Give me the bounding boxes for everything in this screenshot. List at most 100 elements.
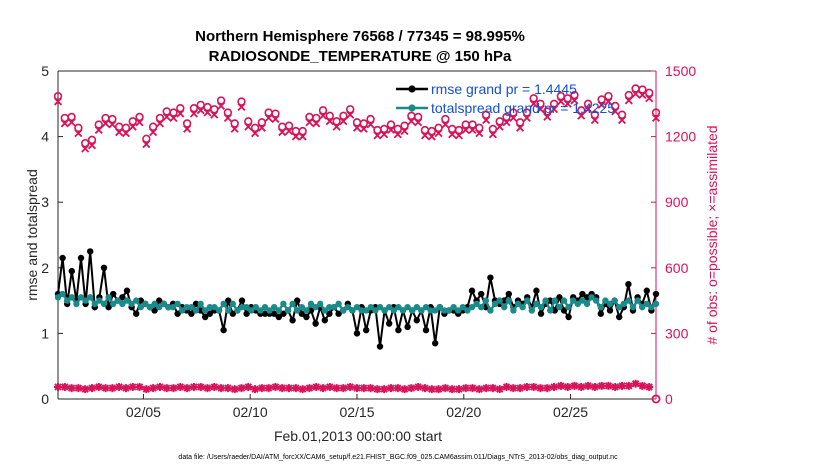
obs-assimilated-point [407,384,416,393]
spread-point [629,303,637,311]
obs-assimilated-point [251,385,260,394]
rmse-point [59,254,66,262]
spread-point [275,307,282,314]
obs-possible-circle [176,103,185,113]
spread-point [390,307,397,314]
obs-assimilated-point [87,384,96,393]
obs-possible-circle [386,120,396,129]
rmse-point [312,320,319,327]
chart-title-line-2: RADIOSONDE_TEMPERATURE @ 150 hPa [209,48,512,65]
rmse-point [100,264,108,271]
rmse-point [335,310,342,317]
obs-assimilated-point [509,384,518,393]
obs-possible-cross [94,125,103,135]
rmse-point [151,307,158,314]
rmse-point [119,294,126,301]
spread-point [363,307,370,314]
rmse-point [551,307,558,314]
obs-assimilated-point [128,382,137,391]
obs-possible-circle [441,114,450,124]
obs-assimilated-point [414,382,423,391]
spread-point [261,303,269,311]
obs-assimilated-point [380,385,389,394]
obs-possible-cross [244,122,253,131]
obs-assimilated-point [162,384,171,393]
obs-possible-circle [413,112,423,122]
rmse-point [583,294,591,301]
obs-possible-cross [516,123,525,132]
obs-possible-cross [332,122,341,131]
obs-possible-circle [502,112,511,122]
obs-possible-cross [631,89,640,98]
obs-possible-circle [570,90,579,100]
rmse-point [110,290,117,298]
obs-possible-cross [128,122,137,131]
spread-point [317,300,324,308]
obs-assimilated-point [475,385,484,394]
spread-point [91,300,99,308]
obs-possible-cross [230,124,239,133]
obs-possible-circle [87,135,97,145]
spread-point [330,303,338,311]
y-tick-label-left: 5 [41,63,49,79]
obs-assimilated-point [67,384,76,393]
spread-point [519,303,526,311]
obs-assimilated-point [516,384,525,393]
y-tick-label-left: 4 [41,129,49,145]
spread-point [625,297,632,304]
obs-assimilated-point [142,385,151,394]
obs-assimilated-point [482,384,491,393]
rmse-point [289,317,296,324]
obs-assimilated-point [454,385,463,394]
obs-assimilated-point [536,384,545,393]
obs-possible-cross [108,120,117,129]
obs-possible-cross [142,140,151,149]
obs-assimilated-point [624,381,633,390]
rmse-point [280,310,287,317]
obs-possible-cross [346,110,355,119]
spread-point [643,300,650,308]
obs-possible-cross [352,123,362,132]
obs-possible-circle [495,117,504,126]
y-axis-label-left: rmse and totalspread [24,169,40,301]
spread-point [234,307,241,314]
spread-point [344,303,351,311]
obs-assimilated-point [495,385,504,394]
obs-possible-cross [434,129,443,138]
rmse-point [188,310,195,317]
rmse-point [625,281,632,288]
obs-possible-circle [325,111,335,121]
obs-possible-circle [80,138,90,148]
obs-possible-circle [468,120,477,129]
rmse-point [220,326,227,334]
spread-point [487,307,494,314]
spread-point [542,297,549,304]
obs-possible-cross [196,106,205,115]
obs-assimilated-point [400,385,409,394]
rmse-point [303,313,310,321]
rmse-point [501,297,508,304]
rmse-point [298,310,305,317]
obs-possible-cross [264,113,273,122]
y-tick-label-left: 1 [41,325,49,341]
spread-point [372,307,379,314]
obs-possible-cross [176,109,185,118]
spread-point [436,303,443,311]
obs-possible-circle [645,88,654,98]
spread-point [381,307,388,314]
rmse-point [468,287,476,294]
spread-point [395,303,402,311]
obs-possible-cross [550,105,559,114]
obs-assimilated-point [94,382,103,391]
obs-possible-cross [312,119,321,128]
x-tick-label: 02/15 [339,404,374,420]
rmse-point [597,310,604,317]
obs-assimilated-point [325,382,334,391]
obs-possible-cross [468,125,477,135]
rmse-point [307,307,315,314]
obs-possible-circle [475,123,484,133]
spread-point [266,307,273,314]
obs-assimilated-point [339,384,348,393]
rmse-point [395,326,402,334]
